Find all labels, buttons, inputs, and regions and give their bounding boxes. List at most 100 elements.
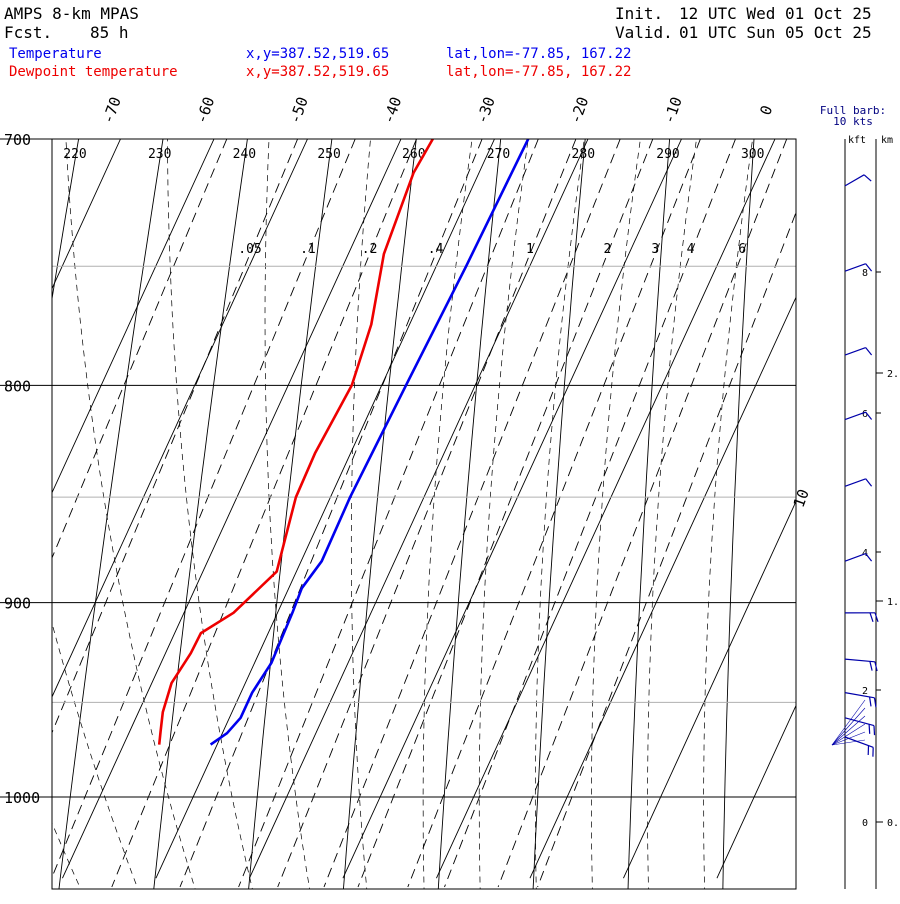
init-time: 12 UTC Wed 01 Oct 25 [679, 4, 872, 23]
moist-adiabat-line [351, 86, 375, 901]
wind-barb [845, 693, 876, 708]
legend-dewpoint-xy: x,y=387.52,519.65 [246, 64, 389, 80]
wind-barb [845, 348, 872, 356]
forecast-hour: 85 h [90, 23, 129, 42]
legend-temperature-latlon: lat,lon=-77.85, 167.22 [446, 46, 631, 62]
sounding-series [159, 139, 528, 745]
theta-label: 230 [148, 147, 171, 162]
pressure-tick-label: 900 [4, 595, 31, 613]
dry-adiabat-line [532, 86, 590, 901]
mixing-ratio-label: .05 [238, 242, 261, 257]
wind-barb [845, 737, 873, 757]
legend-temperature-label: Temperature [9, 46, 102, 62]
isotherm-10-label: 10 [790, 487, 813, 510]
temperature-tick-label: -60 [192, 94, 218, 126]
grid-lines [0, 86, 900, 901]
pressure-tick-label: 800 [4, 377, 31, 395]
valid-label: Valid. [615, 23, 673, 42]
kft-unit-label: kft [848, 135, 866, 146]
mixing-ratio-label: 3 [651, 242, 659, 257]
wind-barb [845, 659, 877, 671]
km-tick-label: 2. [887, 369, 899, 380]
theta-label: 240 [233, 147, 256, 162]
mixing-ratio-label: 1 [526, 242, 534, 257]
mixing-ratio-label: .1 [300, 242, 316, 257]
forecast-label: Fcst. [4, 23, 52, 42]
theta-label: 250 [317, 147, 340, 162]
moist-adiabat-line [648, 86, 705, 901]
pressure-tick-label: 1000 [4, 789, 40, 807]
isotherm-line [0, 139, 27, 878]
isotherm-line [343, 139, 682, 878]
legend-dewpoint-label: Dewpoint temperature [9, 64, 178, 80]
temperature-tick-label: -50 [286, 94, 312, 126]
legend-temperature-xy: x,y=387.52,519.65 [246, 46, 389, 62]
model-title: AMPS 8-km MPAS [4, 4, 139, 23]
mixing-ratio-label: 4 [687, 242, 695, 257]
isotherm-line [0, 139, 214, 878]
dry-adiabat-line [723, 86, 758, 901]
theta-label: 290 [656, 147, 679, 162]
moist-adiabat-line [704, 86, 761, 901]
km-unit-label: km [881, 135, 893, 146]
valid-time: 01 UTC Sun 05 Oct 25 [679, 23, 872, 42]
dry-adiabat-line [152, 86, 255, 901]
temperature-tick-label: -10 [660, 94, 686, 126]
moist-adiabat-line [0, 86, 144, 901]
wind-profile: 864202.1.0. [832, 139, 899, 889]
dry-adiabat-line [342, 86, 422, 901]
pressure-tick-label: 700 [4, 131, 31, 149]
moist-adiabat-line [167, 86, 256, 901]
moist-adiabat-line [64, 86, 201, 901]
km-tick-label: 0. [887, 818, 899, 829]
km-tick-label: 1. [887, 597, 899, 608]
legend-dewpoint-latlon: lat,lon=-77.85, 167.22 [446, 64, 631, 80]
isobars [0, 139, 796, 797]
dry-adiabat-line [0, 86, 4, 901]
wind-panel-subtitle: 10 kts [833, 115, 873, 128]
mixing-ratio-label: .4 [428, 242, 444, 257]
kft-tick-label: 0 [862, 818, 868, 829]
dry-adiabat-line [0, 86, 88, 901]
wind-barb [845, 175, 871, 186]
isotherm-line [530, 139, 869, 878]
init-label: Init. [615, 4, 663, 23]
low-level-barb [832, 708, 865, 745]
temperature-profile-line [211, 139, 529, 745]
low-level-barb [832, 724, 865, 745]
isotherm-line [810, 139, 900, 878]
theta-label: 300 [741, 147, 764, 162]
temperature-tick-label: -70 [99, 94, 125, 126]
moist-adiabat-line [0, 86, 32, 901]
dry-adiabat-line [818, 86, 842, 901]
moist-adiabat-line [479, 86, 536, 901]
mixing-ratio-label: 2 [603, 242, 611, 257]
theta-label: 220 [63, 147, 86, 162]
isotherm-line [623, 139, 900, 878]
mixing-ratio-line [239, 139, 539, 887]
dry-adiabat-line [628, 86, 674, 901]
moist-adiabat-line [423, 86, 480, 901]
moist-adiabat-line [0, 86, 88, 901]
dewpoint-profile-line [159, 139, 433, 745]
temperature-tick-label: -30 [473, 94, 499, 126]
wind-barb [845, 613, 878, 622]
theta-label: 270 [487, 147, 510, 162]
mixing-ratio-label: 6 [738, 242, 746, 257]
wind-barb [845, 479, 872, 486]
mixing-ratio-line [538, 139, 825, 887]
temperature-tick-label: 0 [756, 103, 776, 118]
temperature-tick-label: -20 [566, 94, 592, 126]
dry-adiabat-line [247, 86, 339, 901]
plot-frame [52, 139, 796, 889]
kft-tick-label: 8 [862, 268, 868, 279]
mixing-ratio-label: .2 [362, 242, 378, 257]
theta-label: 280 [572, 147, 595, 162]
mixing-ratio-line [0, 139, 227, 887]
temperature-tick-label: -40 [379, 94, 405, 126]
moist-adiabat-line [591, 86, 648, 901]
dry-adiabat-line [57, 86, 171, 901]
